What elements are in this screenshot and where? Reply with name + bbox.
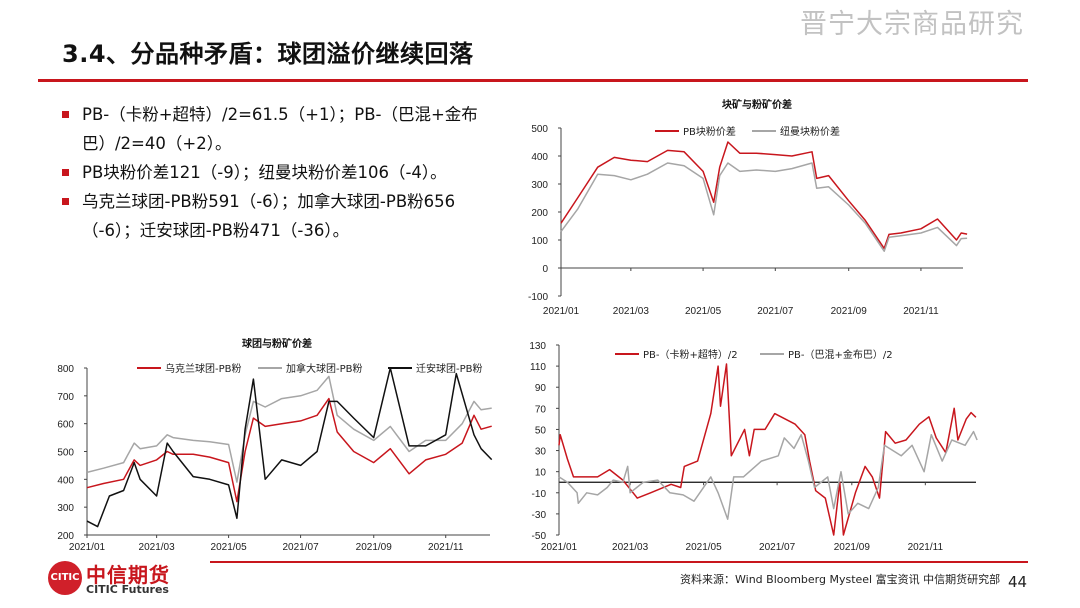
bullet-square-icon (62, 111, 69, 118)
x-tick-label: 2021/05 (685, 306, 722, 317)
x-tick-label: 2021/01 (541, 542, 578, 553)
legend-label: 纽曼块粉价差 (780, 125, 840, 138)
y-tick-label: 200 (531, 208, 548, 219)
bullet-text: 乌克兰球团-PB粉591（-6）；加拿大球团-PB粉656（-6）；迁安球团-P… (82, 192, 456, 240)
y-tick-label: -100 (528, 292, 548, 303)
page-number: 44 (1008, 573, 1028, 591)
series-line-2 (560, 162, 968, 252)
slide-title: 3.4、分品种矛盾：球团溢价继续回落 (62, 40, 474, 68)
y-tick-label: 300 (531, 180, 548, 191)
x-tick-label: 2021/05 (686, 542, 723, 553)
bullet-square-icon (62, 198, 69, 205)
y-tick-label: 800 (57, 364, 74, 375)
y-tick-label: 70 (535, 404, 547, 415)
citic-futures-logo: CITIC 中信期货 CITIC Futures (48, 559, 173, 599)
series-line-2 (558, 430, 978, 520)
y-tick-label: 400 (57, 475, 74, 486)
x-tick-label: 2021/11 (428, 542, 464, 553)
y-tick-label: 0 (542, 264, 548, 275)
legend-label: PB-（巴混+金布巴）/2 (788, 348, 893, 361)
bullet-item: PB块粉价差121（-9）；纽曼块粉价差106（-4）。 (62, 158, 502, 187)
y-tick-label: 90 (535, 383, 547, 394)
y-tick-label: 400 (531, 152, 548, 163)
chart-title: 球团与粉矿价差 (242, 337, 312, 350)
x-tick-label: 2021/01 (543, 306, 580, 317)
y-tick-label: 10 (535, 468, 547, 479)
footer-divider (210, 561, 1028, 563)
x-tick-label: 2021/09 (831, 306, 868, 317)
bullet-square-icon (62, 169, 69, 176)
x-tick-label: 2021/07 (283, 542, 320, 553)
citic-logo-icon: CITIC (48, 561, 82, 595)
source-note: 资料来源：Wind Bloomberg Mysteel 富宝资讯 中信期货研究部 (680, 573, 1001, 586)
x-tick-label: 2021/03 (613, 306, 650, 317)
legend-label: PB块粉价差 (683, 125, 736, 138)
y-tick-label: 200 (57, 531, 74, 542)
y-tick-label: -30 (532, 510, 547, 521)
y-tick-label: -10 (532, 489, 547, 500)
bullet-item: 乌克兰球团-PB粉591（-6）；加拿大球团-PB粉656（-6）；迁安球团-P… (62, 187, 502, 245)
chart-1: 块矿与粉矿价差 500 400 300 200 100 0 -100 2021/01 2021/0… (528, 98, 968, 317)
x-tick-label: 2021/03 (139, 542, 176, 553)
bullet-text: PB-（卡粉+超特）/2=61.5（+1）；PB-（巴混+金布巴）/2=40（+… (82, 105, 478, 153)
x-tick-label: 2021/05 (211, 542, 248, 553)
x-tick-label: 2021/01 (69, 542, 106, 553)
bullet-list: PB-（卡粉+超特）/2=61.5（+1）；PB-（巴混+金布巴）/2=40（+… (62, 100, 502, 245)
legend-label: PB-（卡粉+超特）/2 (643, 348, 738, 361)
series-line-1 (86, 397, 492, 503)
x-tick-label: 2021/09 (834, 542, 871, 553)
series-line-1 (558, 363, 977, 536)
title-divider (38, 79, 1028, 82)
legend-label: 迁安球团-PB粉 (416, 362, 483, 375)
x-tick-label: 2021/07 (757, 306, 794, 317)
x-tick-label: 2021/07 (759, 542, 796, 553)
series-line-3 (86, 367, 493, 528)
x-tick-label: 2021/11 (903, 306, 939, 317)
y-tick-label: 50 (535, 425, 547, 436)
y-tick-label: 500 (57, 448, 74, 459)
y-tick-label: 500 (531, 124, 548, 135)
y-tick-label: 30 (535, 447, 547, 458)
x-tick-label: 2021/09 (356, 542, 393, 553)
y-tick-label: 300 (57, 503, 74, 514)
y-tick-label: 700 (57, 392, 74, 403)
y-tick-label: -50 (532, 531, 547, 542)
x-tick-label: 2021/11 (908, 542, 944, 553)
y-tick-label: 100 (531, 236, 548, 247)
y-tick-label: 130 (529, 341, 546, 352)
watermark: 晋宁大宗商品研究 (800, 9, 1024, 40)
logo-en-text: CITIC Futures (86, 583, 169, 596)
y-tick-label: 110 (530, 362, 546, 373)
bullet-item: PB-（卡粉+超特）/2=61.5（+1）；PB-（巴混+金布巴）/2=40（+… (62, 100, 502, 158)
bullet-text: PB块粉价差121（-9）；纽曼块粉价差106（-4）。 (82, 163, 447, 182)
x-tick-label: 2021/03 (612, 542, 649, 553)
legend-label: 乌克兰球团-PB粉 (165, 362, 242, 375)
series-line-2 (86, 375, 492, 483)
chart-title: 块矿与粉矿价差 (722, 98, 792, 111)
logo-cn-text: 中信期货 (86, 563, 170, 587)
series-line-1 (560, 141, 968, 250)
legend-label: 加拿大球团-PB粉 (286, 362, 363, 375)
y-tick-label: 600 (57, 420, 74, 431)
